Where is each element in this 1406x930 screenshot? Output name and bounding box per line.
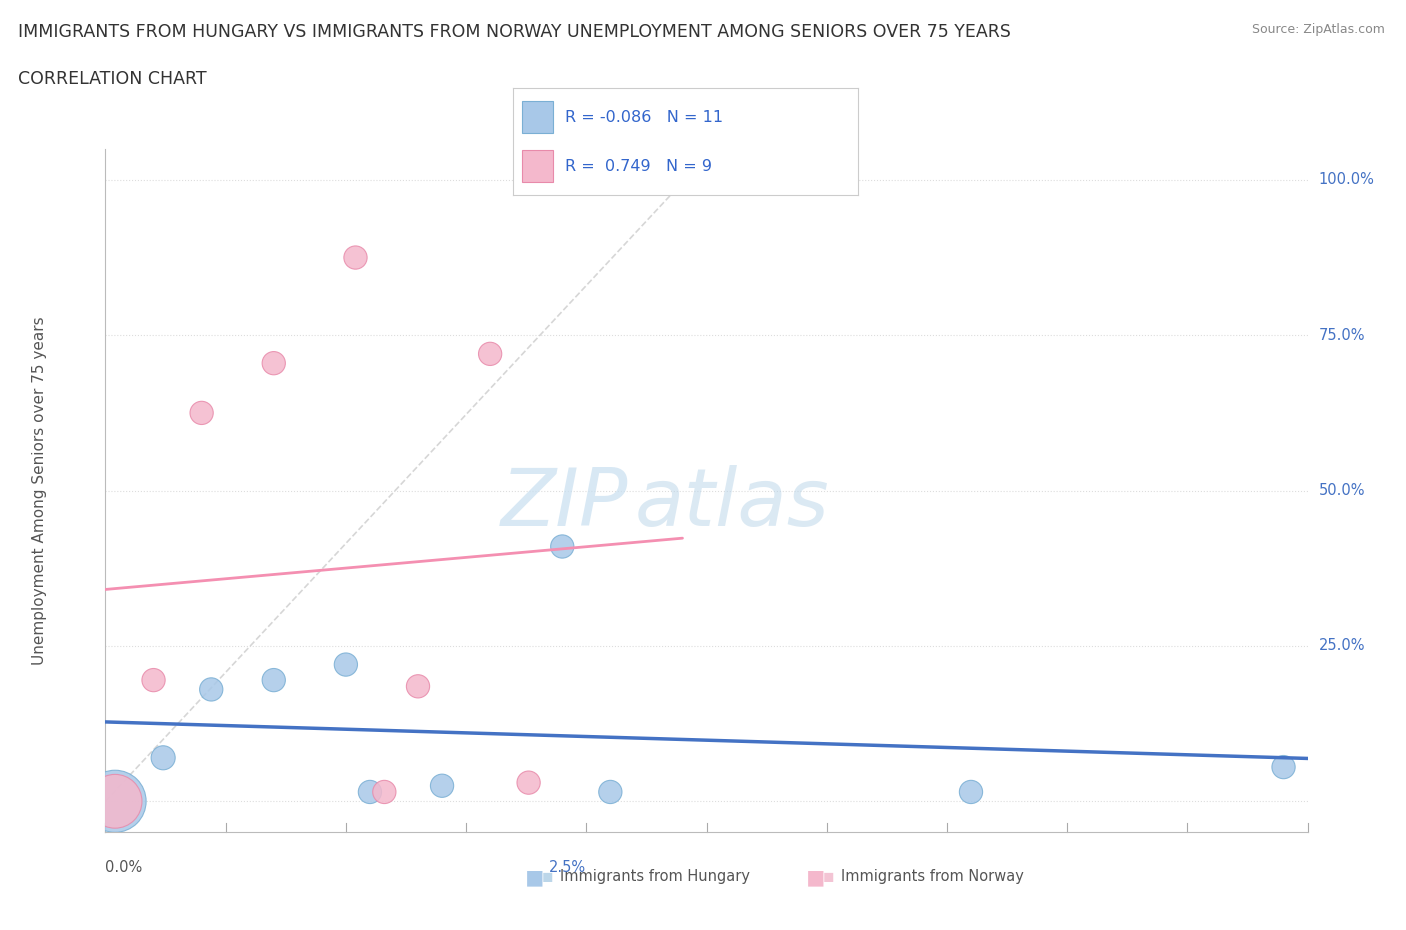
Point — [104, 794, 127, 809]
Text: 25.0%: 25.0% — [1319, 638, 1365, 654]
Text: ◼: ◼ — [541, 870, 553, 884]
Point — [359, 785, 381, 800]
Point — [599, 785, 621, 800]
Point — [142, 672, 165, 687]
Text: ◼: ◼ — [806, 865, 825, 889]
Text: ZIP: ZIP — [501, 465, 628, 543]
Text: Immigrants from Norway: Immigrants from Norway — [841, 870, 1024, 884]
Text: 50.0%: 50.0% — [1319, 483, 1365, 498]
Point — [104, 794, 127, 809]
Point — [517, 776, 540, 790]
Point — [373, 785, 395, 800]
Text: atlas: atlas — [634, 465, 830, 543]
Point — [1272, 760, 1295, 775]
Point — [152, 751, 174, 765]
Point — [551, 539, 574, 554]
Text: Source: ZipAtlas.com: Source: ZipAtlas.com — [1251, 23, 1385, 36]
Bar — [522, 101, 553, 133]
Point — [200, 682, 222, 697]
Text: CORRELATION CHART: CORRELATION CHART — [18, 70, 207, 87]
Point — [479, 347, 502, 362]
Text: 100.0%: 100.0% — [1319, 172, 1375, 187]
Point — [190, 405, 212, 420]
Text: Immigrants from Hungary: Immigrants from Hungary — [560, 870, 749, 884]
Point — [335, 658, 357, 672]
Text: Unemployment Among Seniors over 75 years: Unemployment Among Seniors over 75 years — [32, 316, 46, 665]
Text: ◼: ◼ — [823, 870, 834, 884]
Point — [344, 250, 367, 265]
Point — [263, 672, 285, 687]
Point — [960, 785, 983, 800]
Text: R =  0.749   N = 9: R = 0.749 N = 9 — [565, 159, 711, 174]
Point — [430, 778, 453, 793]
Text: R = -0.086   N = 11: R = -0.086 N = 11 — [565, 110, 723, 125]
Text: 2.5%: 2.5% — [550, 859, 586, 875]
Text: 0.0%: 0.0% — [105, 859, 142, 875]
Point — [406, 679, 429, 694]
Text: ◼: ◼ — [524, 865, 544, 889]
Text: IMMIGRANTS FROM HUNGARY VS IMMIGRANTS FROM NORWAY UNEMPLOYMENT AMONG SENIORS OVE: IMMIGRANTS FROM HUNGARY VS IMMIGRANTS FR… — [18, 23, 1011, 41]
Point — [263, 356, 285, 371]
Text: 75.0%: 75.0% — [1319, 327, 1365, 343]
Bar — [522, 151, 553, 182]
